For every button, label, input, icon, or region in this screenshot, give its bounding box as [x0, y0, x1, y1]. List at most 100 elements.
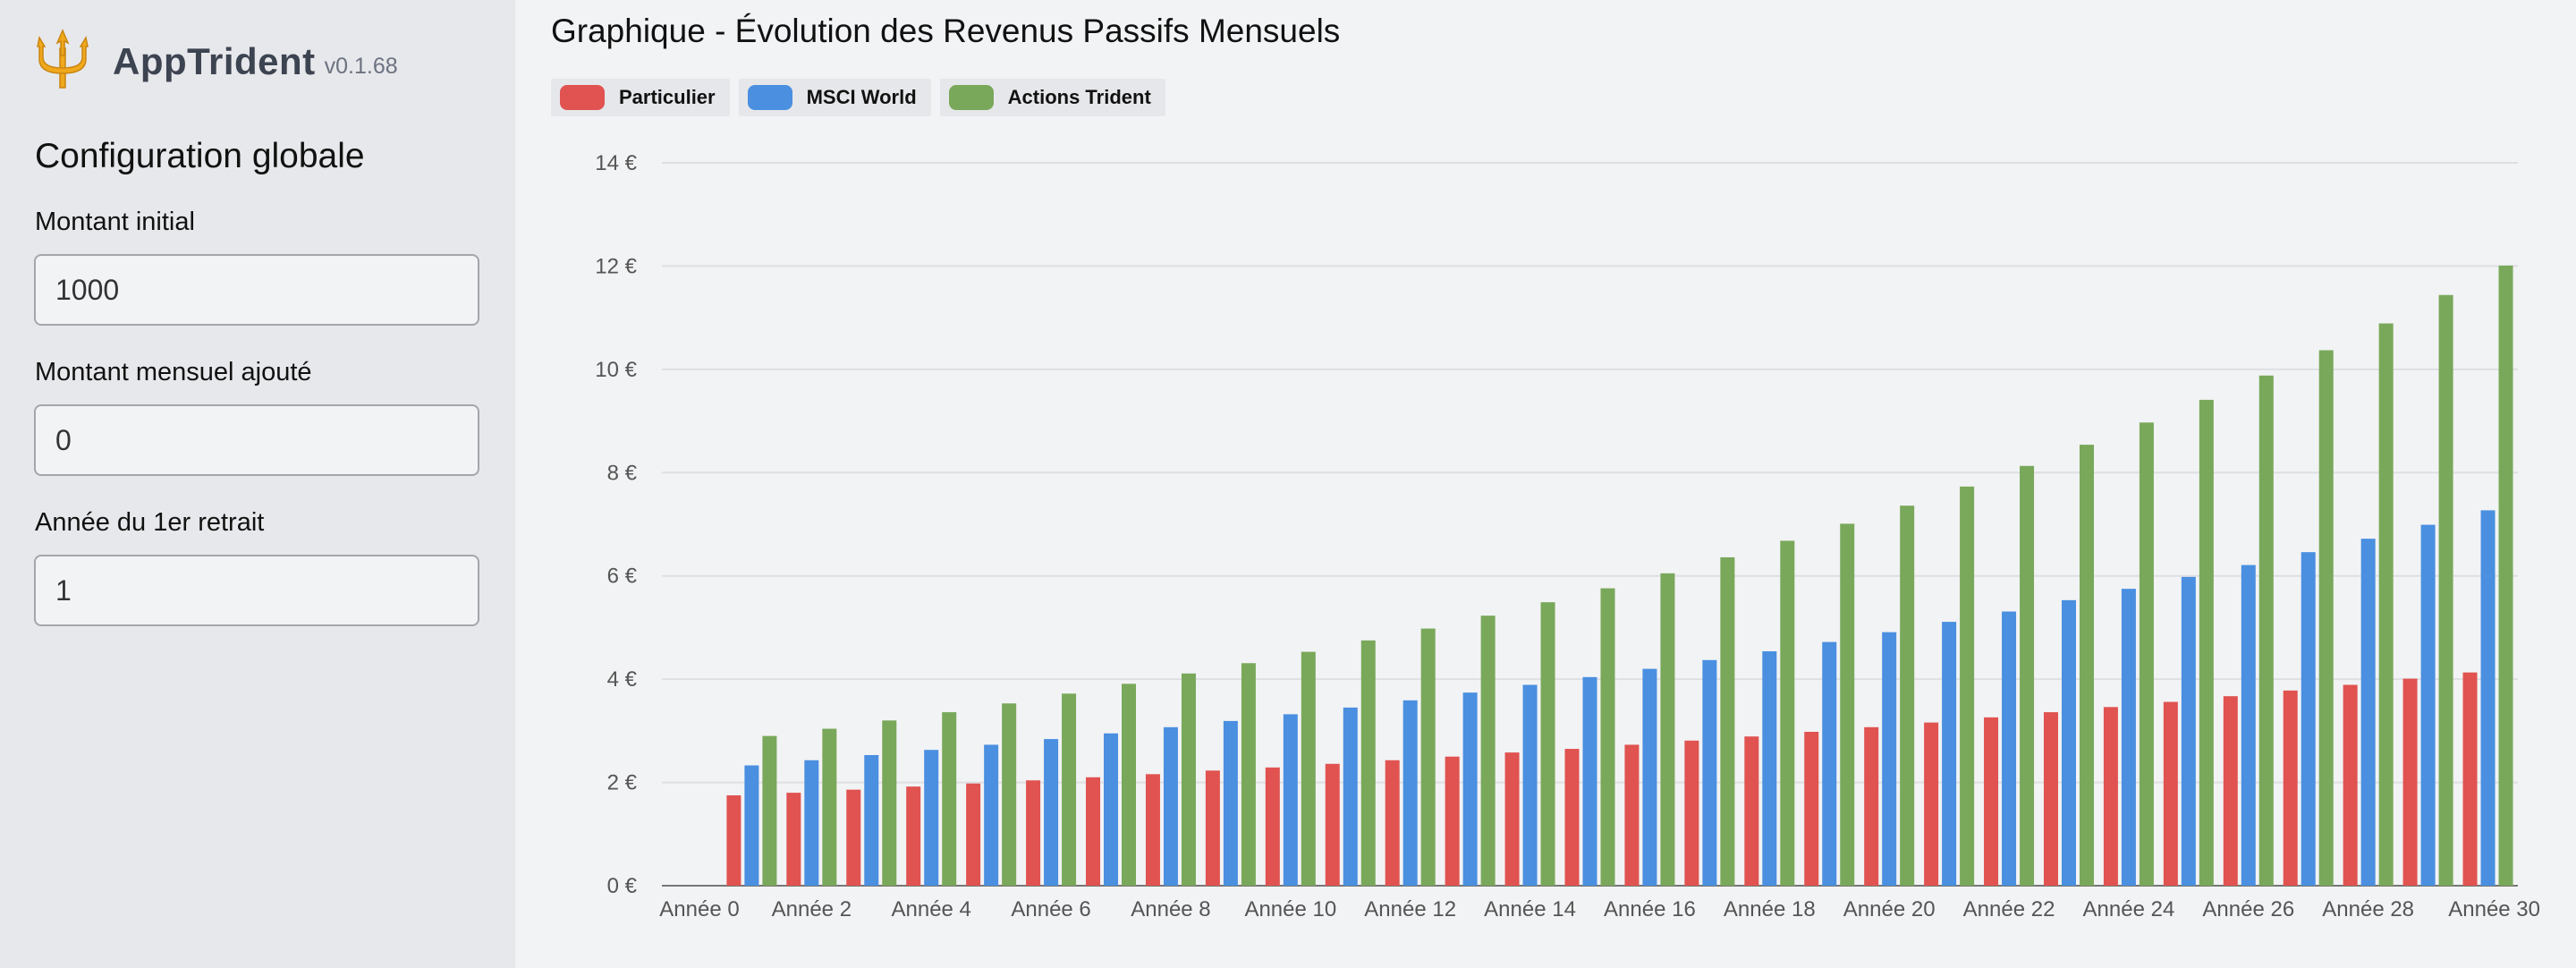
bar-actions-trident[interactable] [882, 720, 897, 886]
bar-particulier[interactable] [2402, 678, 2418, 886]
bar-msci-world[interactable] [1522, 684, 1538, 886]
bar-particulier[interactable] [1864, 726, 1879, 886]
bar-particulier[interactable] [1564, 749, 1580, 886]
bar-particulier[interactable] [846, 789, 861, 886]
bar-msci-world[interactable] [1942, 622, 1957, 886]
bar-particulier[interactable] [2103, 707, 2118, 886]
bar-msci-world[interactable] [2061, 599, 2076, 886]
bar-actions-trident[interactable] [942, 712, 957, 886]
bar-actions-trident[interactable] [1181, 673, 1196, 886]
bar-msci-world[interactable] [1762, 650, 1777, 886]
initial-amount-input[interactable] [34, 254, 479, 326]
bar-actions-trident[interactable] [2199, 399, 2214, 886]
bar-actions-trident[interactable] [1122, 684, 1137, 886]
x-tick-label: Année 12 [1364, 897, 1456, 921]
bar-msci-world[interactable] [2420, 524, 2436, 886]
bar-msci-world[interactable] [1104, 733, 1119, 886]
bar-particulier[interactable] [1504, 752, 1520, 886]
bar-msci-world[interactable] [804, 760, 819, 886]
bar-actions-trident[interactable] [2318, 350, 2334, 886]
bar-actions-trident[interactable] [1062, 693, 1077, 886]
bar-particulier[interactable] [906, 786, 921, 886]
monthly-amount-input[interactable] [34, 404, 479, 476]
bar-particulier[interactable] [1205, 770, 1220, 886]
legend-item-actions-trident[interactable]: Actions Trident [939, 79, 1165, 116]
bar-actions-trident[interactable] [2079, 445, 2094, 886]
bar-msci-world[interactable] [1642, 668, 1657, 886]
bar-particulier[interactable] [1804, 732, 1819, 886]
bar-particulier[interactable] [2223, 696, 2238, 886]
bar-particulier[interactable] [1744, 736, 1759, 886]
first-withdrawal-year-input[interactable] [34, 555, 479, 626]
bar-msci-world[interactable] [2241, 565, 2256, 886]
bar-particulier[interactable] [966, 783, 981, 886]
bar-particulier[interactable] [2043, 712, 2058, 886]
bar-actions-trident[interactable] [1900, 505, 1915, 886]
bar-actions-trident[interactable] [1241, 663, 1256, 886]
bar-msci-world[interactable] [1163, 726, 1178, 886]
bar-particulier[interactable] [786, 793, 801, 886]
bar-actions-trident[interactable] [1301, 651, 1316, 886]
bar-msci-world[interactable] [744, 765, 759, 886]
bar-actions-trident[interactable] [822, 728, 837, 886]
bar-msci-world[interactable] [2480, 510, 2496, 886]
bar-actions-trident[interactable] [762, 735, 777, 886]
legend-item-msci-world[interactable]: MSCI World [738, 79, 931, 116]
bar-actions-trident[interactable] [1002, 703, 1017, 886]
bar-msci-world[interactable] [1343, 707, 1358, 886]
bar-particulier[interactable] [1624, 744, 1640, 886]
bar-particulier[interactable] [726, 795, 741, 886]
bar-particulier[interactable] [2462, 672, 2478, 886]
bar-actions-trident[interactable] [2139, 422, 2154, 886]
bar-actions-trident[interactable] [1360, 640, 1376, 886]
bar-actions-trident[interactable] [2020, 465, 2035, 886]
bar-particulier[interactable] [1445, 756, 1460, 886]
bar-actions-trident[interactable] [1480, 616, 1496, 886]
bar-particulier[interactable] [1026, 780, 1041, 886]
bar-actions-trident[interactable] [2258, 375, 2274, 887]
bar-particulier[interactable] [1265, 767, 1280, 886]
bar-msci-world[interactable] [2002, 611, 2017, 886]
bar-actions-trident[interactable] [2378, 323, 2394, 886]
bar-msci-world[interactable] [1283, 714, 1298, 886]
bar-msci-world[interactable] [2181, 576, 2196, 886]
bar-particulier[interactable] [1145, 774, 1160, 886]
bar-actions-trident[interactable] [2438, 294, 2453, 887]
bar-msci-world[interactable] [1044, 739, 1059, 886]
bar-actions-trident[interactable] [1720, 556, 1735, 886]
bar-msci-world[interactable] [1882, 632, 1897, 886]
bar-particulier[interactable] [2343, 684, 2358, 886]
legend-item-particulier[interactable]: Particulier [551, 79, 730, 116]
bar-msci-world[interactable] [2121, 589, 2136, 886]
bar-particulier[interactable] [1984, 717, 1999, 886]
bar-particulier[interactable] [2163, 701, 2178, 886]
bar-msci-world[interactable] [2301, 552, 2316, 886]
bar-actions-trident[interactable] [1420, 628, 1436, 886]
bar-actions-trident[interactable] [1960, 486, 1975, 886]
bar-actions-trident[interactable] [1780, 540, 1795, 886]
bar-msci-world[interactable] [1822, 641, 1837, 886]
bar-actions-trident[interactable] [1840, 523, 1855, 886]
app-version: v0.1.68 [324, 53, 398, 79]
bar-msci-world[interactable] [984, 744, 999, 886]
bar-msci-world[interactable] [1402, 700, 1418, 886]
bar-msci-world[interactable] [864, 754, 879, 886]
bar-particulier[interactable] [1684, 740, 1699, 886]
bar-actions-trident[interactable] [1540, 602, 1555, 886]
bar-msci-world[interactable] [1462, 692, 1478, 886]
bar-particulier[interactable] [1086, 777, 1101, 886]
app-brand[interactable]: AppTrident v0.1.68 [34, 28, 398, 93]
bar-particulier[interactable] [1385, 760, 1400, 886]
bar-actions-trident[interactable] [1660, 573, 1675, 886]
bar-particulier[interactable] [1325, 763, 1340, 886]
bar-particulier[interactable] [1924, 722, 1939, 886]
bar-actions-trident[interactable] [2498, 265, 2513, 886]
bar-msci-world[interactable] [2360, 539, 2376, 886]
y-tick-label: 14 € [595, 151, 637, 175]
bar-msci-world[interactable] [1223, 720, 1238, 886]
bar-msci-world[interactable] [1702, 659, 1717, 886]
bar-msci-world[interactable] [924, 750, 939, 886]
bar-msci-world[interactable] [1582, 676, 1597, 886]
bar-actions-trident[interactable] [1600, 588, 1615, 886]
bar-particulier[interactable] [2283, 690, 2298, 886]
